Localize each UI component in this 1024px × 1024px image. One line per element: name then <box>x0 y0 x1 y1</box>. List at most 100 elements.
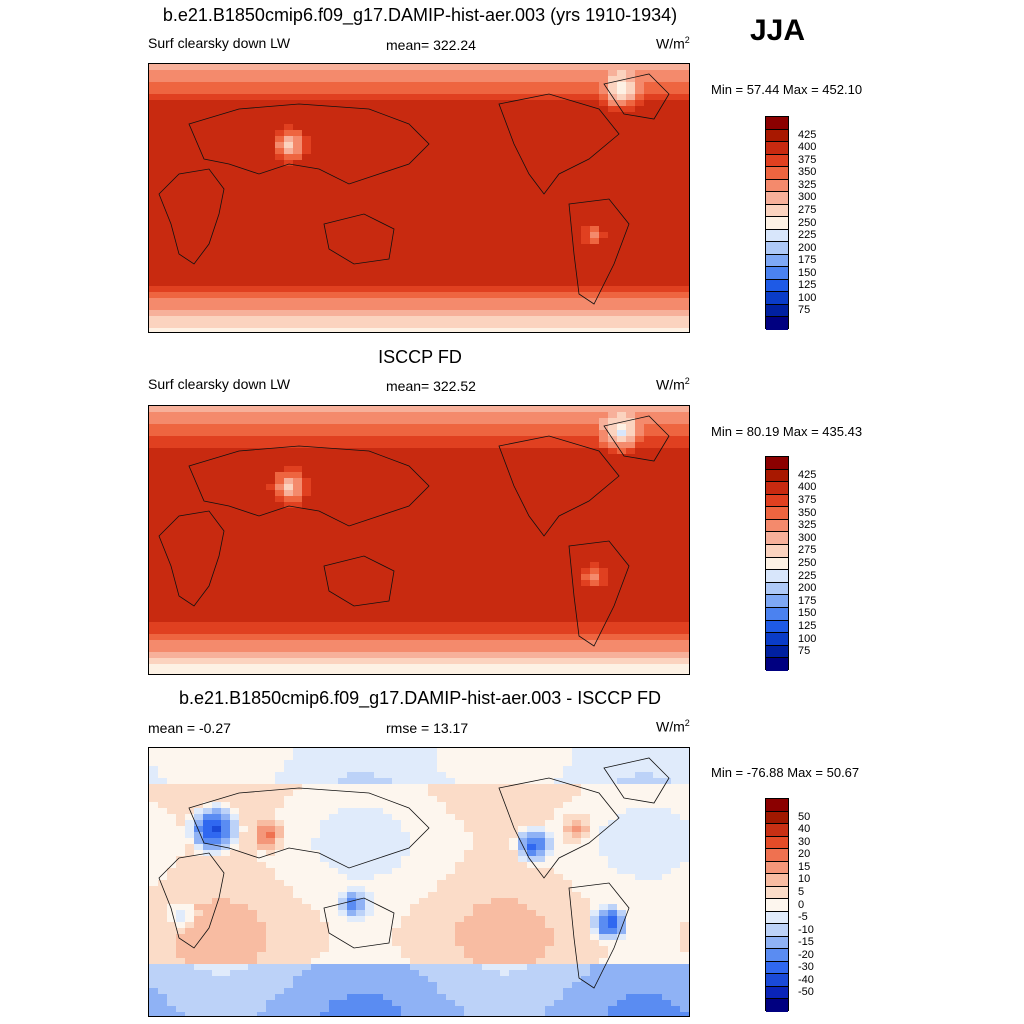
colorbar-swatch <box>766 911 788 925</box>
colorbar-swatch <box>766 886 788 900</box>
colorbar-tick-label: 75 <box>798 304 811 317</box>
units-label: W/m2 <box>656 35 690 52</box>
colorbar-tick-label: 20 <box>798 848 811 861</box>
colorbar-swatch <box>766 254 788 268</box>
colorbar-swatch <box>766 545 788 558</box>
colorbar-swatch <box>766 633 788 646</box>
mean-label: mean= 322.52 <box>386 378 476 394</box>
colorbar-tick-label: 100 <box>798 632 817 645</box>
colorbar-tick-label: 300 <box>798 191 817 204</box>
colorbar-tick-label: 150 <box>798 266 817 279</box>
colorbar-tick-label: 0 <box>798 898 805 911</box>
colorbar-tick-label: 15 <box>798 860 811 873</box>
colorbar-tick-label: -5 <box>798 911 808 924</box>
colorbar-swatch <box>766 658 788 671</box>
colorbar-swatch <box>766 836 788 850</box>
colorbar-swatch <box>766 457 788 470</box>
min-max-label: Min = 80.19 Max = 435.43 <box>711 424 863 439</box>
colorbar-swatch <box>766 317 788 330</box>
colorbar-tick-label: 350 <box>798 166 817 179</box>
colorbar-swatch <box>766 217 788 230</box>
colorbar-swatch <box>766 849 788 862</box>
colorbar-tick-label: 125 <box>798 279 817 292</box>
colorbar-swatch <box>766 494 788 508</box>
colorbar-swatch <box>766 861 788 875</box>
colorbar-tick-label: 175 <box>798 594 817 607</box>
colorbar-swatch <box>766 986 788 1000</box>
colorbar-swatch <box>766 874 788 887</box>
colorbar-tick-label: 225 <box>798 569 817 582</box>
variable-label: Surf clearsky down LW <box>148 376 291 392</box>
colorbar-tick-label: 125 <box>798 619 817 632</box>
map-diff <box>148 747 690 1017</box>
colorbar-swatch <box>766 595 788 608</box>
colorbar-swatch <box>766 899 788 912</box>
colorbar-tick-label: 200 <box>798 582 817 595</box>
units-label: W/m2 <box>656 718 690 735</box>
colorbar-swatch <box>766 279 788 293</box>
colorbar-tick-label: 50 <box>798 810 811 823</box>
mean-label: mean= 322.24 <box>386 37 476 53</box>
colorbar-swatch <box>766 142 788 155</box>
mean-label: mean = -0.27 <box>148 720 231 736</box>
colorbar-swatch <box>766 129 788 143</box>
colorbar-tick-label: 225 <box>798 229 817 242</box>
colorbar-swatch <box>766 167 788 180</box>
panel-title: b.e21.B1850cmip6.f09_g17.DAMIP-hist-aer.… <box>162 5 678 25</box>
colorbar-swatch <box>766 304 788 318</box>
colorbar-swatch <box>766 292 788 305</box>
colorbar-tick-label: 100 <box>798 291 817 304</box>
map-model <box>148 63 690 333</box>
colorbar-swatch <box>766 267 788 280</box>
colorbar-swatch <box>766 570 788 583</box>
colorbar-swatch <box>766 607 788 621</box>
colorbar-tick-label: 375 <box>798 153 817 166</box>
colorbar-tick-label: -50 <box>798 986 814 999</box>
colorbar-tick-label: 425 <box>798 468 817 481</box>
colorbar-swatch <box>766 936 788 950</box>
min-max-label: Min = 57.44 Max = 452.10 <box>711 82 863 97</box>
colorbar-swatch <box>766 229 788 243</box>
colorbar-tick-label: -20 <box>798 948 814 961</box>
min-max-label: Min = -76.88 Max = 50.67 <box>711 765 860 780</box>
colorbar-tick-label: -30 <box>798 961 814 974</box>
colorbar <box>765 798 789 1012</box>
colorbar-swatch <box>766 557 788 571</box>
colorbar-swatch <box>766 192 788 205</box>
colorbar-swatch <box>766 999 788 1012</box>
colorbar-tick-label: 400 <box>798 481 817 494</box>
colorbar-tick-label: 350 <box>798 506 817 519</box>
colorbar-swatch <box>766 179 788 193</box>
colorbar <box>765 456 789 671</box>
colorbar-swatch <box>766 117 788 130</box>
colorbar-tick-label: 250 <box>798 557 817 569</box>
colorbar-tick-label: 375 <box>798 494 817 507</box>
colorbar-tick-label: 275 <box>798 203 817 216</box>
colorbar-tick-label: 300 <box>798 531 817 544</box>
map-obs <box>148 405 690 675</box>
colorbar-swatch <box>766 242 788 255</box>
colorbar-swatch <box>766 154 788 168</box>
variable-label: Surf clearsky down LW <box>148 35 291 51</box>
colorbar-tick-label: 30 <box>798 835 811 848</box>
units-label: W/m2 <box>656 376 690 393</box>
colorbar-tick-label: 175 <box>798 254 817 267</box>
colorbar-swatch <box>766 645 788 659</box>
colorbar-swatch <box>766 949 788 962</box>
colorbar-swatch <box>766 507 788 520</box>
colorbar-tick-label: 325 <box>798 178 817 191</box>
colorbar-tick-label: 425 <box>798 128 817 141</box>
colorbar-tick-label: -40 <box>798 973 814 986</box>
panel-title: b.e21.B1850cmip6.f09_g17.DAMIP-hist-aer.… <box>179 688 661 708</box>
colorbar-swatch <box>766 799 788 812</box>
colorbar-swatch <box>766 811 788 825</box>
colorbar-tick-label: 40 <box>798 823 811 836</box>
colorbar-swatch <box>766 924 788 937</box>
colorbar-swatch <box>766 620 788 634</box>
colorbar-swatch <box>766 824 788 837</box>
colorbar-tick-label: 75 <box>798 645 811 658</box>
colorbar-swatch <box>766 469 788 483</box>
colorbar-tick-label: 400 <box>798 141 817 154</box>
colorbar-swatch <box>766 582 788 596</box>
colorbar-tick-label: -15 <box>798 936 814 949</box>
